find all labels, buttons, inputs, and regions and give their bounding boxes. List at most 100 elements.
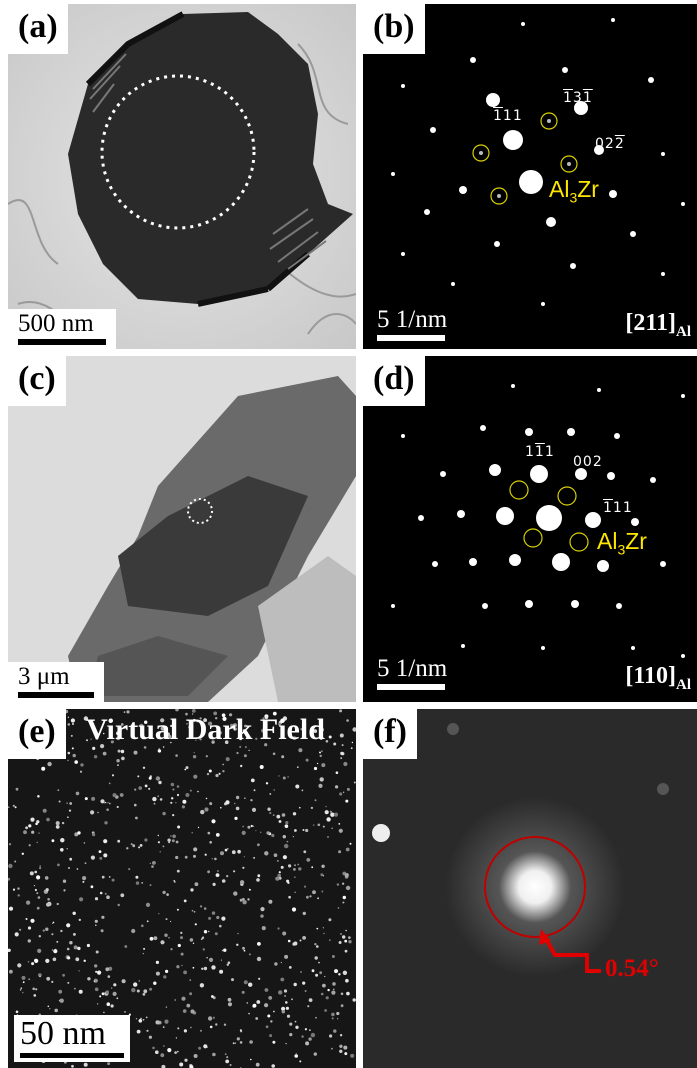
speckle-dot [199, 983, 205, 988]
speckle-dot [54, 948, 57, 951]
speckle-dot [29, 871, 34, 876]
speckle-dot [284, 824, 289, 828]
speckle-dot [281, 813, 286, 817]
speckle-dot [289, 1033, 293, 1037]
speckle-dot [282, 835, 286, 839]
speckle-dot [62, 879, 67, 883]
speckle-dot [78, 918, 82, 922]
speckle-dot [185, 712, 188, 716]
speckle-dot [168, 841, 170, 844]
speckle-dot [294, 876, 296, 878]
speckle-dot [307, 1005, 310, 1008]
speckle-dot [8, 863, 13, 869]
speckle-dot [148, 776, 152, 780]
speckle-dot [51, 949, 54, 951]
speckle-dot [183, 1029, 187, 1033]
speckle-dot [117, 749, 121, 753]
speckle-dot [295, 784, 300, 789]
speckle-dot [208, 930, 210, 933]
speckle-dot [284, 843, 289, 849]
speckle-dot [165, 1006, 168, 1008]
speckle-dot [319, 751, 321, 754]
speckle-dot [342, 970, 348, 975]
index-label-111: 111 [493, 108, 523, 124]
speckle-dot [99, 995, 102, 998]
speckle-dot [252, 1003, 257, 1008]
speckle-dot [174, 1051, 177, 1054]
speckle-dot [320, 873, 324, 877]
speckle-dot [138, 846, 141, 849]
speckle-dot [293, 941, 298, 946]
speckle-dot [235, 795, 240, 800]
speckle-dot [94, 964, 98, 968]
speckle-dot [278, 820, 282, 823]
speckle-dot [172, 834, 176, 839]
speckle-dot [302, 981, 306, 985]
speckle-dot [310, 806, 314, 810]
speckle-dot [320, 727, 324, 732]
speckle-dot [215, 773, 219, 778]
speckle-dot [281, 1006, 286, 1011]
speckle-dot [167, 1048, 172, 1053]
speckle-dot [107, 975, 111, 978]
speckle-dot [249, 1040, 253, 1044]
panel-c-scale-bar: 3 μm [8, 662, 104, 702]
speckle-dot [79, 770, 83, 773]
speckle-dot [314, 943, 317, 946]
speckle-dot [205, 797, 208, 800]
speckle-dot [99, 856, 103, 860]
speckle-dot [315, 1017, 317, 1019]
speckle-dot [12, 804, 15, 807]
speckle-dot [287, 776, 289, 778]
speckle-dot [350, 1053, 355, 1058]
speckle-dot [152, 1046, 155, 1050]
speckle-dot [194, 923, 197, 926]
speckle-dot [116, 805, 119, 809]
speckle-dot [17, 887, 20, 890]
speckle-dot [192, 966, 195, 969]
speckle-dot [341, 744, 344, 747]
speckle-dot [246, 1002, 249, 1004]
speckle-dot [189, 789, 192, 792]
speckle-dot [167, 838, 171, 842]
speckle-dot [239, 1041, 243, 1044]
speckle-dot [352, 998, 356, 1002]
aperture-circle [484, 836, 586, 938]
speckle-dot [248, 1012, 250, 1015]
speckle-dot [102, 732, 105, 735]
speckle-dot [269, 811, 272, 815]
speckle-dot [153, 802, 156, 805]
speckle-dot [330, 812, 335, 817]
speckle-dot [39, 865, 41, 867]
scale-line [377, 335, 445, 341]
speckle-dot [67, 981, 70, 984]
speckle-dot [273, 789, 276, 791]
speckle-dot [255, 830, 257, 832]
panel-f-beam [363, 709, 697, 1068]
speckle-dot [234, 802, 236, 805]
speckle-dot [260, 914, 264, 918]
speckle-dot [74, 987, 76, 990]
speckle-dot [175, 802, 177, 804]
speckle-dot [253, 857, 256, 859]
speckle-dot [230, 723, 234, 728]
speckle-dot [101, 875, 105, 879]
speckle-dot [190, 1026, 192, 1029]
speckle-dot [220, 806, 222, 809]
speckle-dot [67, 759, 69, 762]
speckle-dot [225, 800, 230, 805]
speckle-dot [84, 797, 88, 801]
speckle-dot [272, 752, 276, 756]
speckle-dot [299, 939, 302, 942]
speckle-dot [343, 761, 348, 767]
speckle-dot [135, 816, 138, 820]
speckle-dot [336, 1011, 340, 1016]
speckle-dot [200, 809, 205, 815]
speckle-dot [233, 870, 236, 873]
speckle-dot [235, 806, 240, 811]
speckle-dot [226, 963, 229, 966]
speckle-dot [130, 843, 133, 846]
speckle-dot [321, 864, 325, 868]
speckle-dot [250, 799, 253, 802]
speckle-dot [237, 932, 239, 935]
